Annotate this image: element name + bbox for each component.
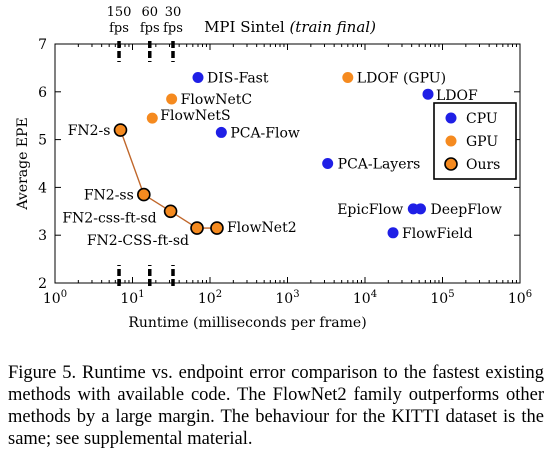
- point-label: DeepFlow: [430, 202, 501, 218]
- data-point-cpu: [422, 88, 434, 100]
- legend-marker: [444, 157, 458, 171]
- data-point-gpu: [342, 71, 354, 83]
- data-point-gpu: [166, 93, 178, 105]
- y-tick-label: 2: [38, 276, 47, 292]
- fps-label-value: 150: [107, 5, 132, 20]
- point-label: EpicFlow: [337, 202, 403, 218]
- y-axis-label: Average EPE: [15, 117, 31, 210]
- point-label: FlowNetS: [160, 108, 230, 124]
- y-tick-label: 3: [38, 228, 47, 244]
- point-label: PCA-Flow: [230, 125, 300, 141]
- figure-caption: Figure 5. Runtime vs. endpoint error com…: [8, 363, 544, 449]
- data-point-ours: [113, 123, 128, 137]
- point-label: FlowNet2: [227, 220, 297, 236]
- y-tick-label: 7: [38, 37, 47, 53]
- x-axis-label: Runtime (milliseconds per frame): [128, 315, 366, 331]
- data-point-ours: [210, 221, 224, 235]
- point-label: FN2-CSS-ft-sd: [87, 233, 189, 249]
- legend-label: CPU: [466, 111, 498, 127]
- x-tick-label: 101: [120, 289, 144, 307]
- data-point-cpu: [322, 158, 334, 169]
- runtime-vs-epe-chart: 2 3 4 5 6 7 100 101 102 103 104 105 106 Runtime (mill…: [15, 5, 532, 331]
- point-label: PCA-Layers: [338, 157, 421, 173]
- point-label: FN2-css-ft-sd: [62, 210, 156, 226]
- legend-marker: [445, 135, 457, 147]
- x-tick-label: 102: [198, 289, 222, 307]
- data-point-cpu: [215, 126, 227, 138]
- x-tick-label: 103: [275, 289, 299, 307]
- data-point-ours: [163, 204, 178, 219]
- point-label: FN2-s: [68, 123, 111, 139]
- x-tick-label: 100: [43, 289, 67, 307]
- point-label: FlowNetC: [181, 92, 252, 108]
- fps-label-unit: fps: [140, 21, 160, 36]
- data-point-cpu: [387, 227, 399, 239]
- y-tick-label: 4: [38, 180, 47, 196]
- x-tick-label: 106: [508, 289, 532, 307]
- data-point-cpu: [414, 203, 426, 215]
- point-label: LDOF: [436, 88, 478, 104]
- fps-label-unit: fps: [163, 21, 183, 36]
- data-point-ours: [137, 187, 151, 202]
- x-tick-label: 104: [353, 289, 377, 307]
- data-point-gpu: [146, 112, 158, 124]
- legend-marker: [445, 112, 457, 124]
- point-label: LDOF (GPU): [357, 70, 446, 86]
- point-label: DIS-Fast: [207, 70, 269, 86]
- fps-label-value: 60: [141, 5, 158, 20]
- data-point-cpu: [192, 71, 204, 83]
- data-point-ours: [190, 221, 204, 235]
- point-label: FN2-ss: [84, 188, 134, 204]
- fps-label-unit: fps: [109, 21, 129, 36]
- legend-label: Ours: [466, 157, 500, 173]
- point-label: FlowField: [402, 226, 473, 242]
- legend-label: GPU: [466, 134, 498, 150]
- chart-canvas: 2 3 4 5 6 7 100 101 102 103 104 105 106 Runtime (mill…: [15, 5, 532, 331]
- x-tick-label: 105: [430, 289, 454, 307]
- y-tick-label: 5: [38, 133, 47, 149]
- fps-label-value: 30: [165, 5, 182, 20]
- y-tick-label: 6: [38, 85, 47, 101]
- chart-title: MPI Sintel (train final): [204, 18, 376, 36]
